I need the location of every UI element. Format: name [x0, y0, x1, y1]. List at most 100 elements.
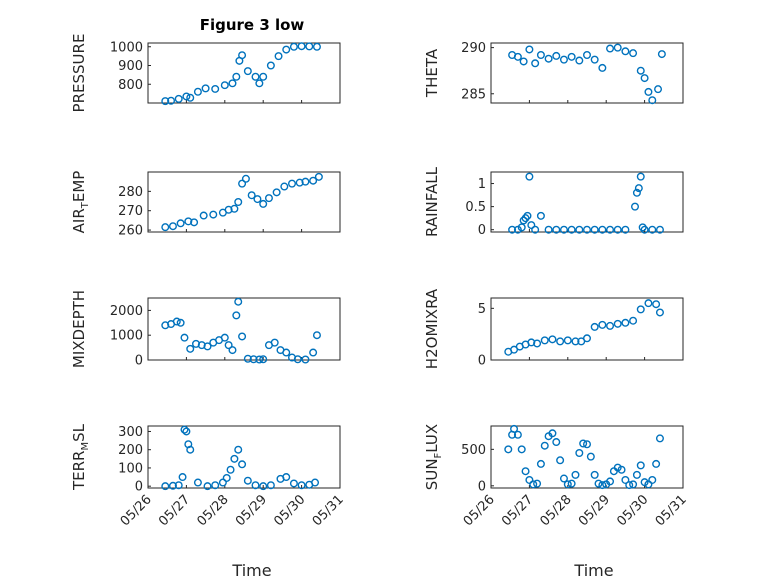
data-point — [636, 66, 645, 75]
data-point — [238, 51, 247, 60]
data-point — [180, 425, 189, 434]
data-point — [590, 470, 599, 479]
data-point — [648, 475, 657, 484]
data-point — [583, 334, 592, 343]
y-tick-label: 500 — [461, 443, 486, 458]
data-point — [652, 459, 661, 468]
figure-title: Figure 3 low — [200, 16, 305, 34]
data-point — [575, 225, 584, 234]
y-tick-label: 0.5 — [465, 200, 486, 215]
data-point — [586, 452, 595, 461]
data-point — [655, 434, 664, 443]
data-point — [513, 430, 522, 439]
data-point — [232, 72, 241, 81]
data-point — [243, 354, 252, 363]
data-point — [222, 473, 231, 482]
axes-box — [490, 171, 684, 233]
data-point — [617, 465, 626, 474]
data-point — [517, 445, 526, 454]
data-point — [632, 470, 641, 479]
data-point — [567, 225, 576, 234]
y-axis-label: THETA — [423, 48, 441, 98]
data-point — [234, 197, 243, 206]
data-point — [209, 210, 218, 219]
data-point — [220, 81, 229, 90]
data-point — [517, 223, 526, 232]
subplot-mixdepth: 0 1000 2000 MIXDEPTH — [70, 290, 341, 369]
data-point — [544, 54, 553, 63]
data-point — [519, 57, 528, 66]
data-point — [182, 427, 191, 436]
y-tick-label: 800 — [118, 78, 143, 93]
subplot-pressure: 800 900 1000 PRESSURE — [70, 34, 341, 112]
data-point — [301, 355, 310, 364]
subplot-rainfall: 0 0.5 1 RAINFALL — [423, 166, 684, 238]
data-point — [606, 225, 615, 234]
data-point — [648, 225, 657, 234]
data-point — [598, 63, 607, 72]
data-point — [525, 45, 534, 54]
y-tick-label: 900 — [118, 59, 143, 74]
data-point — [559, 225, 568, 234]
data-point — [638, 223, 647, 232]
data-point — [238, 460, 247, 469]
data-point — [259, 355, 268, 364]
y-tick-label: 260 — [118, 224, 143, 239]
data-point — [230, 204, 239, 213]
data-point — [249, 355, 258, 364]
data-point — [226, 465, 235, 474]
data-point — [575, 56, 584, 65]
data-point — [176, 219, 185, 228]
data-point — [161, 223, 170, 232]
data-point — [186, 445, 195, 454]
data-point — [228, 79, 237, 88]
data-point — [629, 316, 638, 325]
data-point — [552, 225, 561, 234]
y-tick-label: 290 — [461, 41, 486, 56]
data-point — [521, 214, 530, 223]
y-axis-label: SUNFLUX — [423, 424, 444, 490]
x-axis-label-left: Time — [231, 561, 271, 580]
data-point — [540, 336, 549, 345]
data-point — [621, 47, 630, 56]
data-point — [648, 96, 657, 105]
data-point — [259, 482, 268, 491]
y-tick-label: 0 — [478, 223, 486, 238]
data-point — [180, 333, 189, 342]
data-point — [525, 172, 534, 181]
data-point — [211, 84, 220, 93]
data-point — [161, 97, 170, 106]
data-point — [199, 211, 208, 220]
data-point — [224, 205, 233, 214]
data-point — [241, 174, 250, 183]
y-tick-label: 270 — [118, 204, 143, 219]
data-point — [504, 445, 513, 454]
data-point — [190, 218, 199, 227]
data-point — [621, 475, 630, 484]
data-point — [309, 176, 318, 185]
data-point — [289, 42, 298, 51]
data-point — [274, 52, 283, 61]
data-point — [540, 441, 549, 450]
data-point — [253, 195, 262, 204]
data-point — [182, 92, 191, 101]
data-point — [548, 335, 557, 344]
data-point — [519, 216, 528, 225]
data-point — [176, 318, 185, 327]
data-point — [636, 172, 645, 181]
data-point — [579, 439, 588, 448]
data-point — [583, 225, 592, 234]
axes-box — [490, 297, 684, 361]
data-point — [533, 339, 542, 348]
y-tick-label: 1000 — [110, 329, 143, 344]
data-point — [536, 211, 545, 220]
data-point — [606, 477, 615, 486]
data-point — [243, 67, 252, 76]
data-point — [234, 297, 243, 306]
data-point — [523, 211, 532, 220]
data-point — [655, 308, 664, 317]
data-point — [536, 51, 545, 60]
data-point — [644, 299, 653, 308]
data-point — [548, 429, 557, 438]
data-point — [178, 473, 187, 482]
